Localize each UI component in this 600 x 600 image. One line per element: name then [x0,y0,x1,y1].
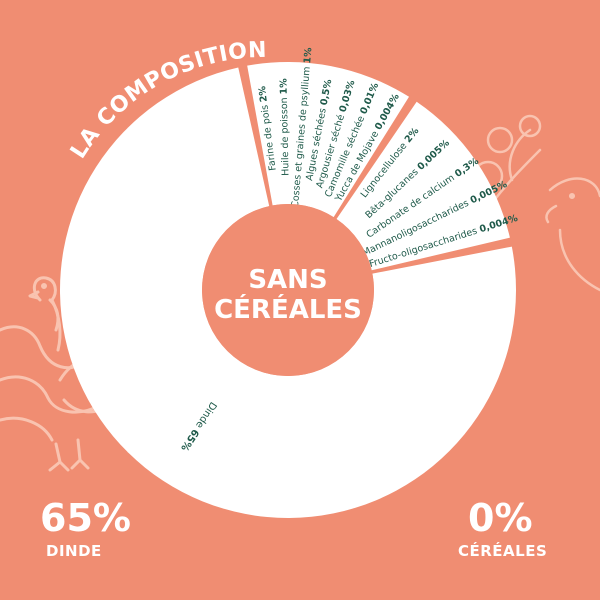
flowers-illustration-right [472,114,600,292]
slice-value-3: 1% [278,78,289,95]
stat-cereals-value: 0% [468,496,533,540]
turkey-illustration-left [0,276,122,472]
donut-ring [59,62,517,519]
center-label-line-1: SANS [248,265,327,295]
donut-segment-group-3 [336,101,510,271]
slice-value-2: 2% [256,85,269,103]
stat-cereals-label: CÉRÉALES [458,542,548,560]
slice-label-3: Huile de poisson 1% [278,78,291,176]
slice-value-4: 1% [302,47,314,64]
slice-name-3: Huile de poisson [278,94,291,176]
slice-value-5: 0,5% [318,78,334,106]
donut-segment-group-2 [247,62,410,218]
donut-segment-group-1 [59,67,517,519]
center-label-line-2: CÉRÉALES [214,293,362,325]
stat-turkey-value: 65% [40,496,131,540]
center-circle [202,204,374,376]
stat-turkey-label: DINDE [46,542,102,560]
